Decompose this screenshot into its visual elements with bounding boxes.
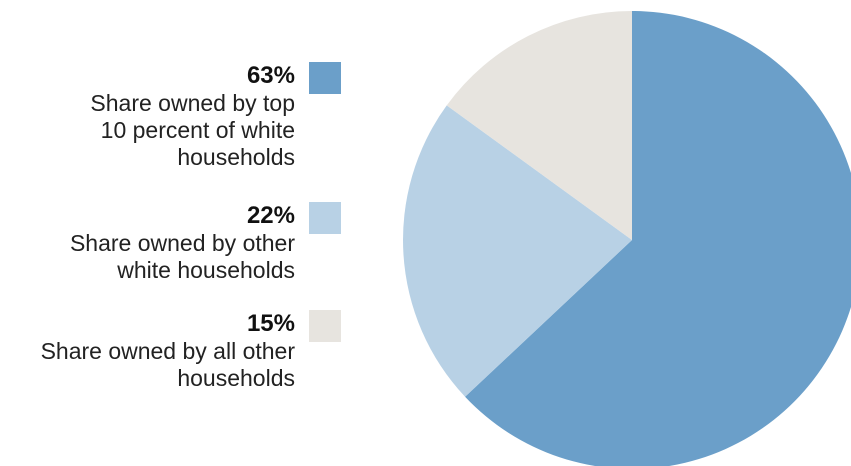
pie-slice-all-other — [446, 11, 632, 240]
pie-slice-top10-white — [465, 11, 851, 466]
legend-label-other-white: Share owned by other white households — [69, 230, 295, 283]
legend-label-top10-white: Share owned by top 10 percent of white h… — [90, 90, 295, 170]
legend-swatch-all-other — [309, 310, 341, 342]
legend-swatch-other-white — [309, 202, 341, 234]
legend-value-top10-white: 63% — [246, 62, 295, 89]
pie-slice-other-white — [403, 105, 632, 397]
legend-value-all-other: 15% — [246, 310, 295, 337]
legend-swatch-top10-white — [309, 62, 341, 94]
legend-item-top10-white: 63% Share owned by top 10 percent of whi… — [90, 62, 341, 171]
legend-item-all-other: 15% Share owned by all other households — [41, 310, 341, 392]
chart-legend: 63% Share owned by top 10 percent of whi… — [0, 0, 345, 466]
legend-label-all-other: Share owned by all other households — [40, 338, 295, 391]
legend-item-other-white: 22% Share owned by other white household… — [70, 202, 341, 284]
legend-value-other-white: 22% — [246, 202, 295, 229]
